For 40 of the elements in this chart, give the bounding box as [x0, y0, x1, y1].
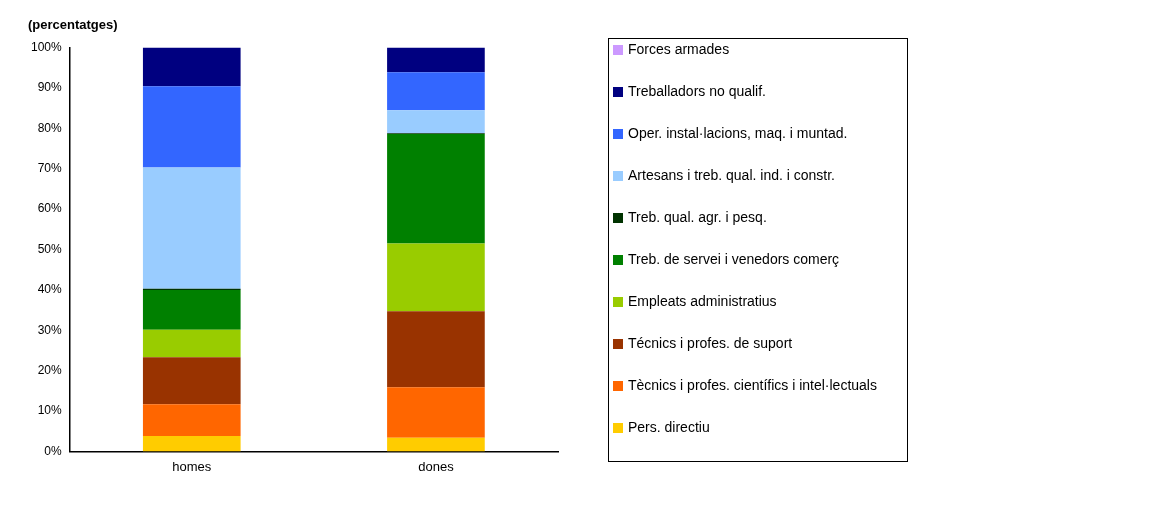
legend-label: Tècnics i profes. científics i intel·lectuals	[628, 377, 877, 393]
bar	[142, 329, 241, 358]
bar	[387, 47, 485, 73]
bar	[142, 436, 241, 452]
bar	[142, 404, 241, 437]
bar	[387, 110, 485, 134]
legend-label: Treb. qual. agr. i pesq.	[628, 209, 767, 225]
bar	[142, 289, 241, 330]
legend-label: Pers. directiu	[628, 419, 710, 435]
y-tick-label: 60%	[37, 201, 63, 216]
x-tick-label: dones	[418, 458, 455, 474]
y-tick-label: 70%	[37, 161, 63, 176]
bar	[387, 243, 485, 312]
legend-label: Técnics i profes. de suport	[628, 335, 793, 351]
bar	[387, 311, 485, 388]
y-tick-label: 80%	[37, 120, 63, 135]
bar	[387, 387, 485, 438]
legend-label: Forces armades	[628, 41, 730, 57]
legend-label: Oper. instal·lacions, maq. i muntad.	[628, 125, 848, 141]
legend-label: Empleats administratius	[628, 293, 777, 309]
legend-label: Treballadors no qualif.	[628, 83, 767, 99]
y-tick-label: 30%	[37, 322, 63, 337]
y-tick-label: 20%	[37, 362, 63, 377]
y-tick-label: 90%	[37, 80, 63, 95]
bar	[387, 437, 485, 452]
bar	[387, 72, 485, 111]
bar	[387, 134, 485, 244]
y-tick-label: 0%	[44, 443, 63, 458]
y-tick-label: 50%	[37, 241, 63, 256]
bar	[142, 86, 241, 168]
y-tick-label: 40%	[37, 282, 63, 297]
bar	[142, 357, 241, 405]
chart-title: (percentatges)	[28, 17, 118, 33]
y-tick-label: 100%	[30, 39, 63, 54]
legend-label: Artesans i treb. qual. ind. i constr.	[628, 167, 835, 183]
y-tick-label: 10%	[37, 403, 63, 418]
bar	[142, 167, 241, 289]
x-tick-label: homes	[172, 458, 212, 474]
legend-label: Treb. de servei i venedors comerç	[628, 251, 840, 267]
bar	[142, 47, 241, 87]
